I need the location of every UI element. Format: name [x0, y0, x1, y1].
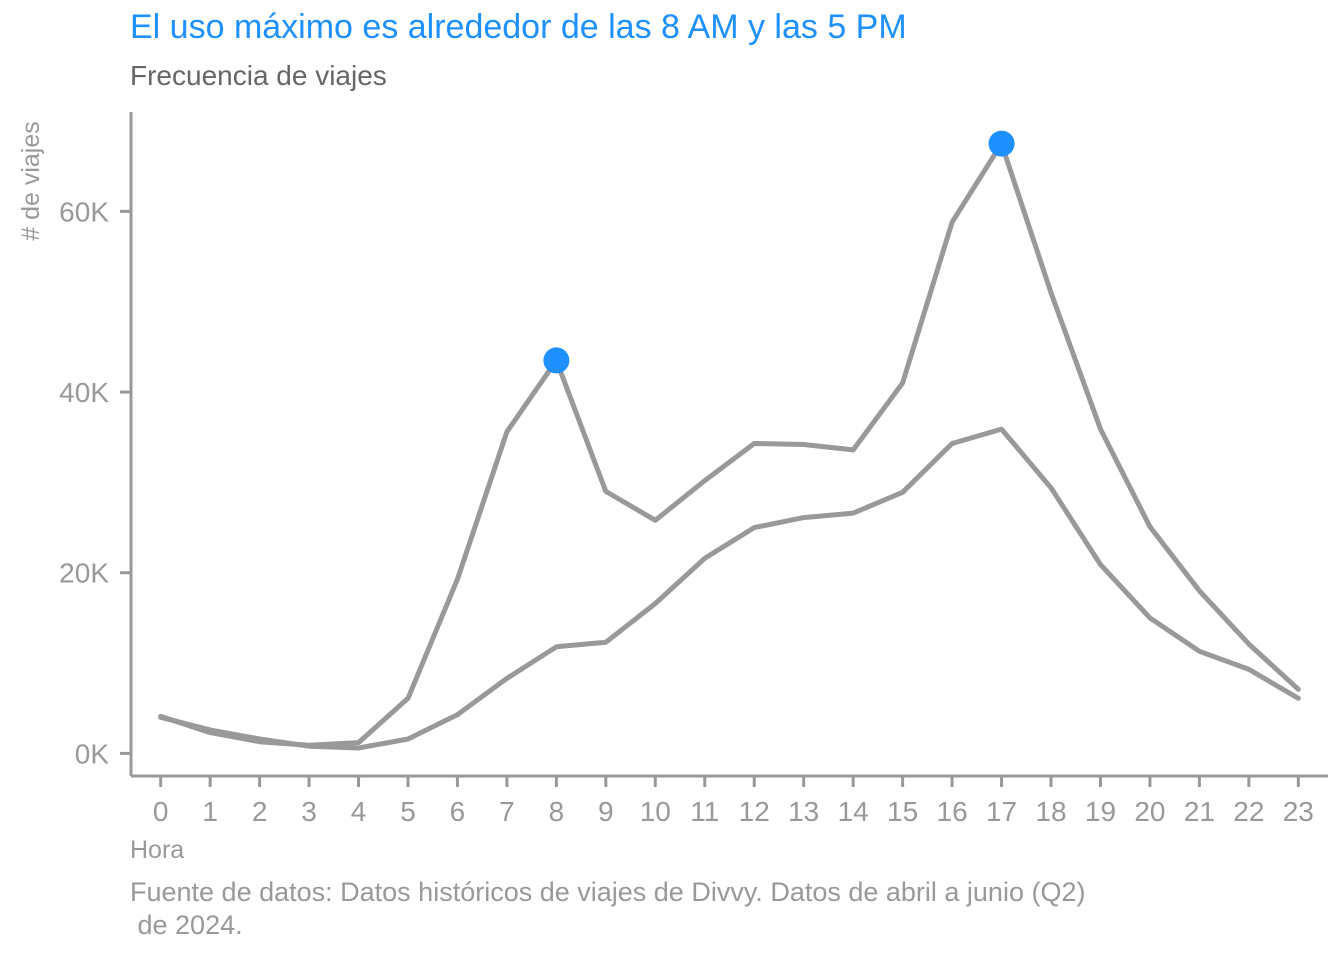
x-tick-label: 21: [1184, 796, 1215, 827]
x-tick-label: 0: [153, 796, 169, 827]
x-tick-label: 17: [986, 796, 1017, 827]
x-tick-label: 4: [351, 796, 367, 827]
x-tick-label: 23: [1283, 796, 1314, 827]
x-tick-label: 9: [598, 796, 614, 827]
y-tick-label: 20K: [59, 558, 109, 589]
y-axis-title: # de viajes: [17, 121, 45, 241]
y-tick-label: 0K: [75, 738, 110, 769]
x-tick-label: 2: [252, 796, 268, 827]
x-axis-title: Hora: [130, 836, 184, 864]
x-axis: 0 1 2 3 4 5 6 7 8 9 10 11 12 13 14 15 16 17 18 19 20 21 22 23: [131, 774, 1328, 827]
x-tick-label: 10: [640, 796, 671, 827]
chart-title: El uso máximo es alrededor de las 8 AM y…: [130, 8, 907, 46]
y-axis: 0K 20K 40K 60K: [59, 112, 133, 776]
peak-point-1: [543, 347, 570, 374]
x-tick-label: 15: [887, 796, 918, 827]
x-tick-label: 22: [1233, 796, 1264, 827]
highlight-layer: [543, 130, 1015, 374]
x-tick-label: 12: [739, 796, 770, 827]
x-tick-label: 5: [400, 796, 416, 827]
x-tick-label: 16: [937, 796, 968, 827]
source-caption: Fuente de datos: Datos históricos de via…: [130, 877, 1086, 940]
peak-point-2: [988, 130, 1015, 157]
x-tick-label: 8: [549, 796, 565, 827]
x-tick-label: 13: [788, 796, 819, 827]
y-tick-label: 40K: [59, 377, 109, 408]
x-tick-label: 19: [1085, 796, 1116, 827]
x-tick-label: 6: [450, 796, 466, 827]
x-tick-label: 1: [202, 796, 218, 827]
x-tick-label: 3: [301, 796, 317, 827]
x-tick-label: 11: [690, 796, 719, 827]
chart-subtitle: Frecuencia de viajes: [130, 60, 387, 91]
y-tick-label: 60K: [59, 196, 109, 227]
series-layer: [158, 141, 1301, 751]
x-tick-label: 20: [1134, 796, 1165, 827]
series-line-2: [158, 426, 1301, 751]
x-tick-label: 18: [1035, 796, 1066, 827]
x-tick-label: 7: [499, 796, 515, 827]
series-line-1: [158, 141, 1301, 748]
x-tick-label: 14: [838, 796, 869, 827]
